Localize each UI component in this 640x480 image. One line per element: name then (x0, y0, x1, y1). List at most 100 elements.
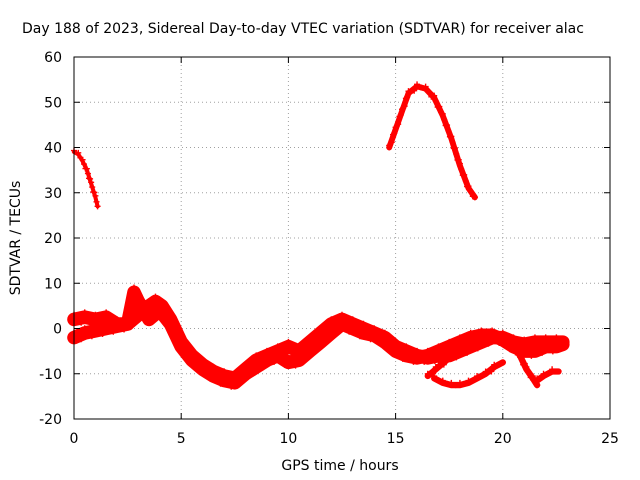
data-point (496, 336, 503, 343)
data-point (529, 373, 536, 380)
data-point (156, 302, 163, 309)
data-point (469, 377, 476, 384)
data-point (542, 338, 549, 345)
data-point (178, 338, 185, 345)
data-point (85, 329, 92, 336)
data-point (378, 341, 385, 348)
data-point (103, 309, 110, 316)
data-point (387, 348, 394, 355)
data-point (510, 341, 517, 348)
data-point (461, 171, 468, 178)
y-tick-label: 20 (44, 231, 62, 247)
data-point (453, 352, 460, 359)
data-point (444, 380, 451, 387)
data-point (137, 301, 144, 308)
data-point (92, 192, 99, 199)
data-point (96, 315, 103, 322)
data-point (103, 320, 110, 327)
data-point (88, 179, 95, 186)
data-point (364, 330, 371, 337)
data-point (531, 334, 538, 341)
series-track-peak (386, 81, 478, 201)
data-point (399, 355, 406, 362)
data-point (436, 103, 443, 110)
data-point (445, 127, 452, 134)
data-point (188, 352, 195, 359)
data-point (556, 342, 563, 349)
x-tick-label: 20 (494, 431, 512, 447)
data-point (74, 333, 81, 340)
data-point (186, 349, 193, 356)
data-point (356, 333, 363, 340)
data-layer (67, 81, 570, 390)
data-point (164, 312, 171, 319)
y-tick-label: 40 (44, 141, 62, 157)
data-point (474, 345, 481, 352)
data-point (478, 332, 485, 339)
data-point (210, 368, 217, 375)
y-axis-label: SDTVAR / TECUs (8, 181, 24, 296)
data-point (452, 382, 459, 389)
data-point (516, 350, 523, 357)
data-point (367, 336, 374, 343)
data-point (89, 184, 96, 191)
data-point (462, 177, 469, 184)
data-point (384, 341, 391, 348)
data-point (499, 332, 506, 339)
data-point (84, 170, 91, 177)
data-point (523, 364, 530, 371)
data-point (217, 380, 224, 387)
data-point (128, 305, 135, 312)
data-point (93, 198, 100, 205)
data-point (278, 354, 285, 361)
x-tick-label: 5 (177, 431, 186, 447)
data-point (471, 194, 478, 201)
data-point (113, 318, 120, 325)
y-tick-label: 0 (53, 322, 62, 338)
data-point (349, 320, 356, 327)
data-point (449, 139, 456, 146)
data-point (456, 379, 463, 386)
data-point (439, 110, 446, 117)
data-point (546, 343, 553, 350)
data-point (464, 345, 471, 352)
data-point (549, 366, 556, 373)
data-point (260, 364, 267, 371)
data-point (481, 333, 488, 340)
data-point (489, 330, 496, 337)
data-point (488, 368, 495, 375)
data-point (495, 361, 502, 368)
data-point (333, 330, 340, 337)
data-point (396, 349, 403, 356)
data-point (151, 316, 158, 323)
data-point (87, 175, 94, 182)
data-point (442, 349, 449, 356)
series-track-late-low-a (431, 359, 506, 389)
y-tick-label: -20 (39, 412, 62, 428)
data-point (228, 383, 235, 390)
data-point (456, 160, 463, 167)
data-point (414, 81, 421, 88)
data-point (253, 359, 260, 366)
data-point (521, 360, 528, 367)
data-point (544, 370, 551, 377)
y-tick-label: 60 (44, 50, 62, 66)
data-point (203, 368, 210, 375)
data-point (403, 347, 410, 354)
data-point (91, 189, 98, 196)
data-point (425, 88, 432, 95)
data-point (404, 93, 411, 100)
data-point (388, 139, 395, 146)
series-track-late-tail (533, 366, 562, 384)
x-tick-label: 0 (70, 431, 79, 447)
data-point (121, 326, 128, 333)
data-point (424, 347, 431, 354)
data-point (428, 93, 435, 100)
data-point (431, 354, 438, 361)
data-point (417, 354, 424, 361)
data-point (411, 87, 418, 94)
data-point (474, 339, 481, 346)
data-point (441, 116, 448, 123)
